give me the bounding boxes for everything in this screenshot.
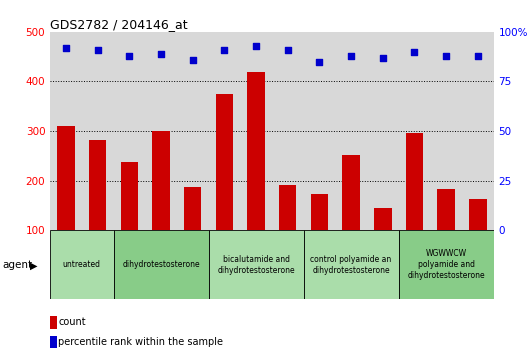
Point (410, 49, 419, 55)
Bar (50, 230, 114, 299)
Point (252, 43, 260, 48)
Point (474, 53, 482, 58)
Text: bicalutamide and
dihydrotestosterone: bicalutamide and dihydrotestosterone (217, 255, 295, 275)
Point (284, 47, 292, 52)
Text: agent: agent (3, 261, 33, 270)
Bar (469, 199, 486, 230)
Text: dihydrotestosterone: dihydrotestosterone (122, 260, 200, 269)
Point (379, 55, 387, 61)
Text: GDS2782 / 204146_at: GDS2782 / 204146_at (50, 18, 188, 31)
Point (315, 59, 324, 64)
Point (347, 53, 355, 58)
Bar (209, 230, 304, 299)
Point (93, 47, 102, 52)
Bar (89, 140, 106, 230)
Bar (50, 336, 57, 348)
Text: count: count (58, 317, 86, 327)
Bar (184, 187, 202, 230)
Bar (310, 194, 328, 230)
Text: percentile rank within the sample: percentile rank within the sample (58, 337, 223, 347)
Bar (247, 73, 265, 230)
Bar (114, 230, 209, 299)
Text: WGWWCW
polyamide and
dihydrotestosterone: WGWWCW polyamide and dihydrotestosterone (407, 249, 485, 280)
Point (62, 45, 70, 51)
Bar (215, 94, 233, 230)
Text: untreated: untreated (63, 260, 101, 269)
Bar (399, 230, 494, 299)
Text: ▶: ▶ (30, 261, 37, 270)
Bar (342, 155, 360, 230)
Point (157, 51, 165, 57)
Bar (304, 230, 399, 299)
Bar (120, 162, 138, 230)
Point (220, 47, 229, 52)
Bar (152, 131, 169, 230)
Bar (58, 126, 75, 230)
Bar (50, 316, 57, 329)
Point (442, 53, 450, 58)
Bar (437, 189, 455, 230)
Point (188, 57, 197, 62)
Bar (279, 184, 296, 230)
Bar (406, 133, 423, 230)
Text: control polyamide an
dihydrotestosterone: control polyamide an dihydrotestosterone (310, 255, 392, 275)
Point (125, 53, 134, 58)
Bar (374, 208, 391, 230)
